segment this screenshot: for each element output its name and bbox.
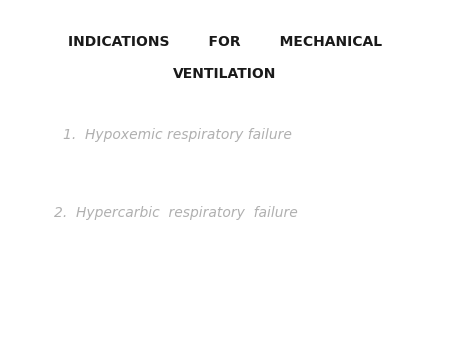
Text: INDICATIONS        FOR        MECHANICAL: INDICATIONS FOR MECHANICAL <box>68 35 382 49</box>
Text: 1.  Hypoxemic respiratory failure: 1. Hypoxemic respiratory failure <box>63 128 292 142</box>
Text: 2.  Hypercarbic  respiratory  failure: 2. Hypercarbic respiratory failure <box>54 206 298 220</box>
Text: VENTILATION: VENTILATION <box>173 67 277 81</box>
